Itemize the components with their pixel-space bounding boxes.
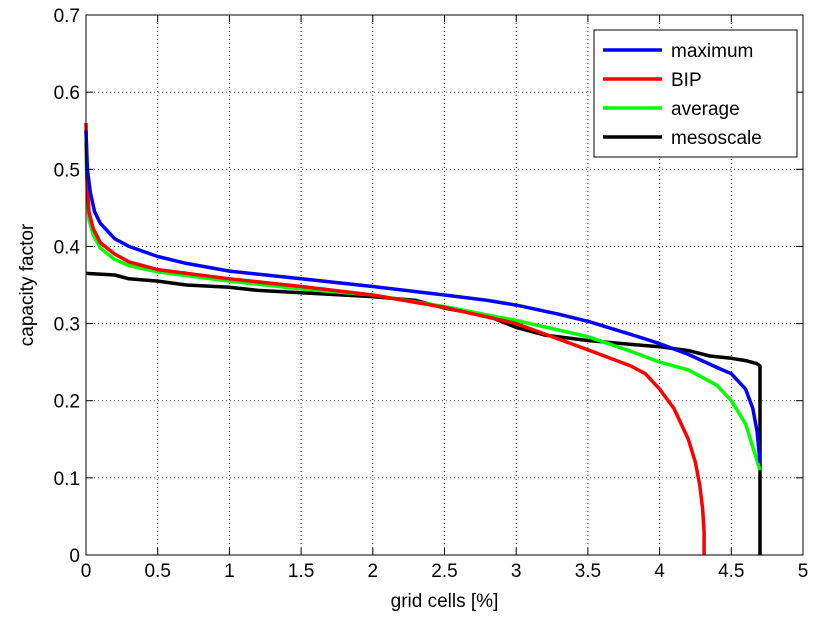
x-tick-label: 2	[368, 561, 379, 582]
legend: maximum BIP average mesoscale	[593, 29, 798, 158]
x-tick-label: 4	[654, 561, 665, 582]
series-line-mesoscale	[85, 271, 762, 555]
series-line-maximum	[84, 130, 762, 463]
x-tick-label: 2.5	[431, 561, 457, 582]
x-tick-label: 0.5	[144, 561, 170, 582]
y-tick-label: 0.2	[54, 392, 80, 413]
x-axis-label: grid cells [%]	[391, 591, 499, 612]
x-tick-label: 1.5	[288, 561, 314, 582]
series-line-BIP	[84, 122, 706, 555]
x-tick-label: 4.5	[718, 561, 744, 582]
y-tick-label: 0.1	[54, 469, 80, 490]
legend-label-BIP: BIP	[671, 70, 702, 91]
series-line-average	[84, 142, 762, 471]
y-tick-label: 0.3	[54, 315, 80, 336]
y-tick-label: 0	[69, 546, 80, 567]
x-tick-label: 0	[81, 561, 92, 582]
y-axis-ticks: 0 0.1 0.2 0.3 0.4 0.5 0.6 0.7	[54, 6, 803, 567]
x-tick-label: 3.5	[575, 561, 601, 582]
y-tick-label: 0.5	[54, 160, 80, 181]
y-tick-label: 0.7	[54, 6, 80, 27]
y-tick-label: 0.4	[54, 237, 81, 258]
x-tick-label: 5	[798, 561, 809, 582]
legend-label-mesoscale: mesoscale	[671, 128, 762, 149]
x-tick-label: 3	[511, 561, 522, 582]
x-axis-ticks: 0 0.5 1 1.5 2 2.5 3 3.5 4 4.5 5	[81, 15, 809, 582]
legend-label-average: average	[671, 99, 740, 120]
y-axis-label: capacity factor	[17, 223, 38, 346]
x-tick-label: 1	[224, 561, 235, 582]
y-tick-label: 0.6	[54, 83, 80, 104]
series-lines	[84, 122, 762, 555]
legend-label-maximum: maximum	[671, 41, 753, 62]
